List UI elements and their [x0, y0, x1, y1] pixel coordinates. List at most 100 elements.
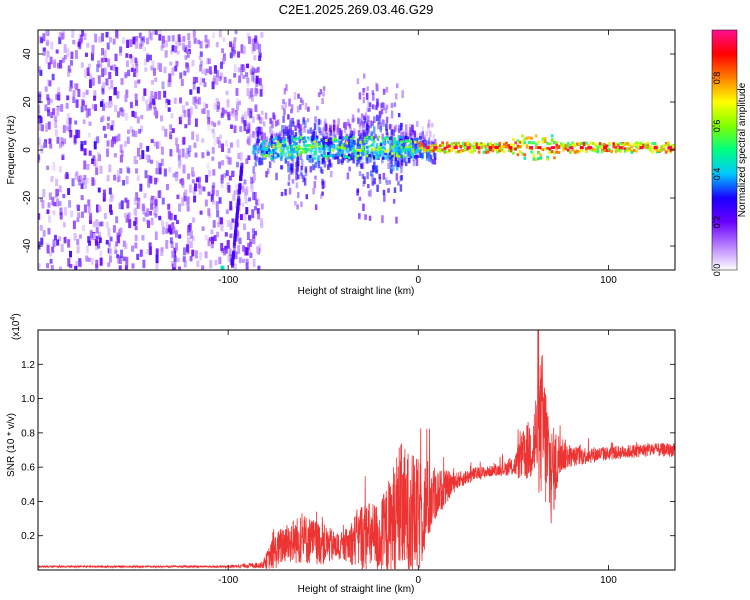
spectrogram-cells: [38, 30, 675, 270]
spectrogram-cell: [221, 143, 225, 152]
spectrogram-cell: [39, 198, 43, 203]
spectrogram-cell: [392, 129, 395, 136]
spectrogram-cell: [534, 134, 538, 138]
spectrogram-cell: [85, 89, 89, 95]
spectrogram-cell: [116, 254, 120, 259]
spectrogram-cell: [154, 199, 158, 208]
spectrogram-cell: [233, 190, 237, 195]
spectrogram-cell: [350, 139, 353, 143]
spectrogram-cell: [94, 104, 98, 111]
spectrogram-cell: [38, 115, 42, 124]
spectrogram-cell: [314, 204, 318, 211]
spectrogram-cell: [397, 128, 401, 134]
spectrogram-cell: [365, 149, 369, 157]
spectrogram-cell: [47, 97, 51, 106]
spectrogram-cell: [464, 148, 467, 152]
spectrogram-cell: [381, 133, 384, 140]
spectrogram-cell: [413, 148, 416, 154]
spectrogram-cell: [236, 199, 240, 205]
spectrogram-cell: [232, 48, 236, 57]
spectrogram-cell: [186, 66, 190, 73]
spectrogram-cell: [431, 159, 435, 165]
spectrogram-cell: [250, 94, 254, 102]
spectrogram-cell: [77, 175, 81, 182]
spectrogram-cell: [243, 119, 247, 125]
spectrogram-cell: [225, 155, 229, 160]
spectrogram-cell: [523, 137, 527, 141]
spectrogram-cell: [125, 89, 129, 98]
spectrogram-cell: [137, 202, 141, 209]
spectrogram-cell: [38, 142, 41, 148]
spectrogram-cell: [311, 144, 314, 148]
spectrogram-cell: [388, 124, 392, 129]
spectrogram-cell: [49, 98, 53, 104]
spectrogram-cell: [324, 156, 328, 160]
spectrogram-cell: [38, 94, 42, 104]
spectrogram-cell: [205, 44, 209, 49]
spectrogram-cell: [178, 203, 182, 212]
spectrogram-cell: [423, 137, 426, 143]
spectrogram-cell: [418, 141, 422, 145]
spectrogram-cell: [334, 156, 337, 160]
spectrogram-cell: [309, 127, 312, 134]
spectrogram-cell: [256, 198, 260, 206]
spectrogram-cell: [119, 144, 123, 153]
spectrogram-cell: [239, 152, 243, 161]
spectrogram-cell: [207, 58, 211, 64]
spectrogram-cell: [161, 197, 165, 205]
spectrogram-cell: [228, 248, 232, 257]
spectrogram-cell: [106, 148, 110, 157]
spectrogram-cell: [242, 74, 246, 79]
spectrogram-cell: [105, 102, 109, 109]
spectrogram-cell: [227, 255, 231, 262]
spectrogram-cell: [124, 265, 128, 270]
spectrogram-cell: [247, 215, 251, 220]
spectrogram-cell: [302, 175, 305, 183]
spectrogram-cell: [432, 151, 436, 157]
spectrogram-cell: [496, 148, 499, 152]
spectrogram-cell: [273, 141, 277, 146]
spectrogram-cell: [382, 120, 385, 128]
spectrogram-cell: [371, 179, 374, 185]
spectrogram-cell: [230, 43, 234, 49]
spectrogram-cell: [101, 85, 105, 93]
spectrogram-cell: [51, 246, 55, 253]
spectrogram-cell: [203, 102, 207, 111]
spectrogram-cell: [432, 134, 436, 140]
spectrogram-cell: [208, 66, 212, 75]
spectrogram-cell: [170, 49, 174, 55]
spectrogram-cell: [432, 149, 435, 153]
spectrogram-cell: [493, 142, 497, 146]
spectrogram-cell: [376, 84, 379, 92]
spectrogram-cell: [410, 137, 414, 143]
spectrogram-cell: [245, 72, 249, 78]
spectrogram-cell: [617, 148, 620, 152]
spectrogram-cell: [254, 68, 258, 74]
spectrogram-cell: [361, 124, 365, 131]
spectrogram-cell: [408, 150, 412, 155]
spectrogram-cell: [344, 121, 348, 130]
spectrogram-cell: [337, 130, 341, 136]
spectrogram-cell: [279, 153, 282, 157]
spectrogram-cell: [353, 128, 356, 136]
spectrogram-cell: [140, 114, 144, 120]
spectrogram-cell: [85, 177, 89, 184]
spectrogram-cell: [297, 145, 301, 149]
spectrogram-cell: [123, 140, 127, 147]
spectrogram-cell: [120, 78, 124, 85]
spectrogram-cell: [343, 147, 346, 151]
spectrogram-cell: [252, 75, 256, 84]
spectrogram-cell: [191, 131, 195, 140]
spectrogram-cell: [86, 163, 90, 170]
spectrogram-cell: [108, 71, 112, 80]
spectrogram-cell: [57, 87, 61, 95]
spectrogram-cell: [207, 117, 211, 125]
spectrogram-cell: [392, 164, 395, 172]
spectrogram-cell: [544, 140, 547, 144]
spectrogram-cell: [362, 121, 365, 128]
spectrogram-cell: [220, 217, 224, 225]
spectrogram-cell: [172, 226, 176, 234]
spectrogram-cell: [136, 116, 140, 124]
